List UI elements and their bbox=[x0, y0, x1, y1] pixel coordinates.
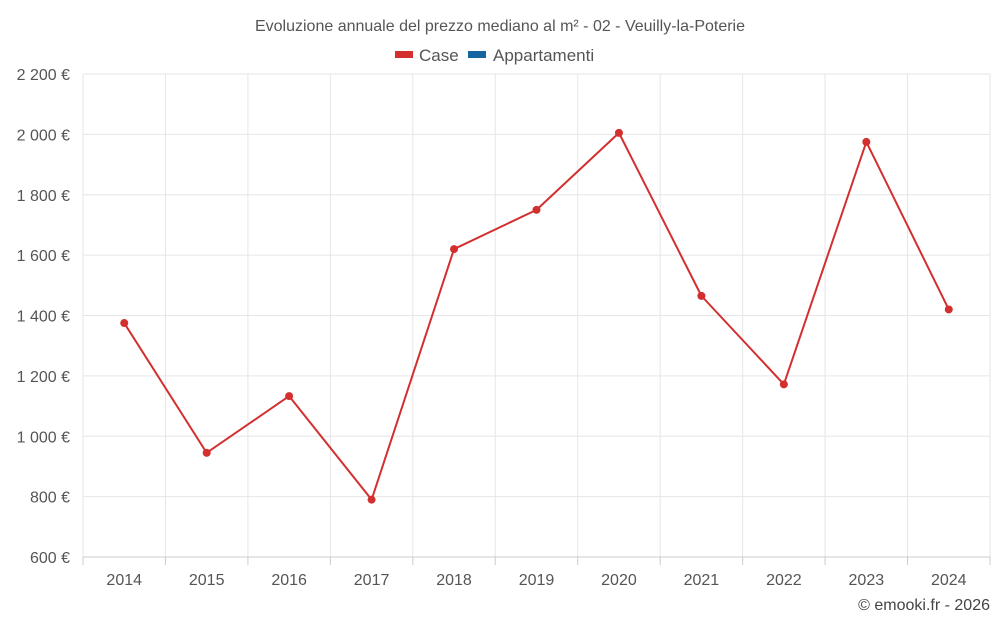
legend-item-case[interactable]: Case bbox=[395, 46, 459, 65]
x-tick-label: 2014 bbox=[106, 572, 142, 589]
axes bbox=[82, 556, 991, 565]
y-tick-label: 1 600 € bbox=[17, 248, 70, 265]
legend-swatch-case bbox=[395, 51, 413, 58]
x-tick-label: 2021 bbox=[684, 572, 720, 589]
data-point-case[interactable] bbox=[120, 319, 129, 328]
y-tick-label: 1 800 € bbox=[17, 188, 70, 205]
data-point-case[interactable] bbox=[779, 380, 788, 389]
y-tick-label: 2 200 € bbox=[17, 67, 70, 84]
y-tick-label: 1 400 € bbox=[17, 309, 70, 326]
y-axis-ticks: 600 € 800 € 1 000 € 1 200 € 1 400 € 1 600 € 1 … bbox=[17, 67, 70, 567]
data-point-case[interactable] bbox=[614, 128, 623, 137]
x-tick-label: 2017 bbox=[354, 572, 390, 589]
x-tick-label: 2020 bbox=[601, 572, 637, 589]
x-axis-ticks: 2014 2015 2016 2017 2018 2019 2020 2021 2022 2023… bbox=[106, 572, 966, 589]
x-tick-label: 2015 bbox=[189, 572, 225, 589]
data-point-case[interactable] bbox=[367, 495, 376, 504]
data-point-case[interactable] bbox=[202, 448, 211, 457]
data-point-case[interactable] bbox=[944, 305, 953, 314]
gridlines bbox=[82, 73, 991, 557]
series-case bbox=[120, 128, 953, 504]
x-tick-label: 2018 bbox=[436, 572, 472, 589]
data-point-case[interactable] bbox=[862, 137, 871, 146]
y-tick-label: 1 000 € bbox=[17, 429, 70, 446]
data-point-case[interactable] bbox=[285, 392, 294, 401]
x-tick-label: 2019 bbox=[519, 572, 555, 589]
chart-title: Evoluzione annuale del prezzo mediano al… bbox=[255, 18, 745, 35]
x-tick-label: 2023 bbox=[849, 572, 885, 589]
legend[interactable]: Case Appartamenti bbox=[395, 46, 594, 65]
y-tick-label: 2 000 € bbox=[17, 127, 70, 144]
legend-label-case: Case bbox=[419, 46, 459, 65]
legend-swatch-appartamenti bbox=[468, 51, 486, 58]
data-point-case[interactable] bbox=[697, 291, 706, 300]
credit-text: © emooki.fr - 2026 bbox=[858, 597, 990, 614]
y-tick-label: 1 200 € bbox=[17, 369, 70, 386]
legend-label-appartamenti: Appartamenti bbox=[493, 46, 594, 65]
x-tick-label: 2022 bbox=[766, 572, 802, 589]
x-tick-label: 2016 bbox=[271, 572, 307, 589]
data-point-case[interactable] bbox=[450, 245, 459, 254]
legend-item-appartamenti[interactable]: Appartamenti bbox=[468, 46, 594, 65]
data-point-case[interactable] bbox=[532, 205, 541, 214]
y-tick-label: 600 € bbox=[30, 550, 70, 567]
x-tick-label: 2024 bbox=[931, 572, 967, 589]
y-tick-label: 800 € bbox=[30, 490, 70, 507]
